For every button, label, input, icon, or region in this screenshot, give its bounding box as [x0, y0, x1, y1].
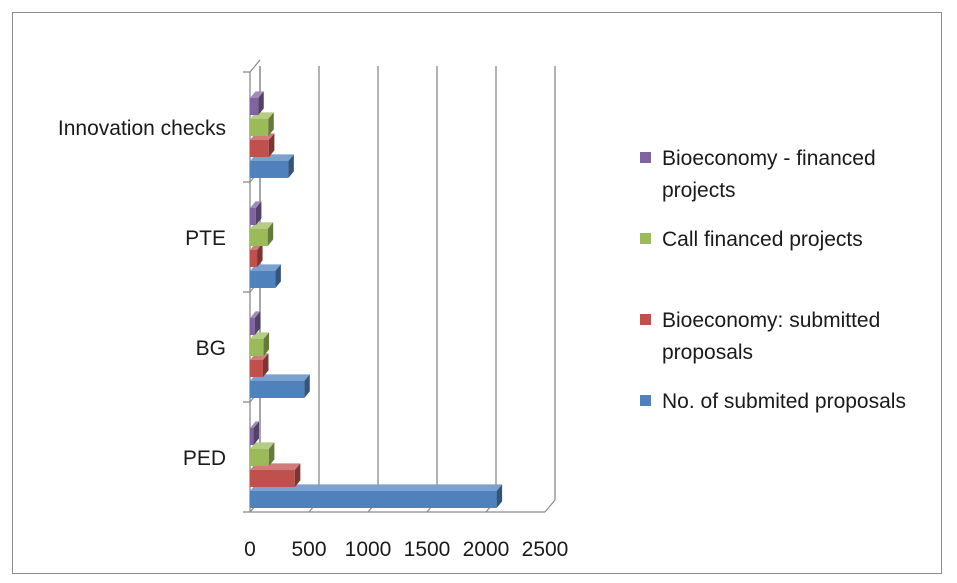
bar-bioeconomy-submitted-proposals [250, 140, 269, 157]
x-tick-label: 2000 [463, 538, 510, 561]
bar-end-no-of-submited-proposals [288, 154, 294, 178]
bar-end-bioeconomy-financed-projects [253, 421, 260, 445]
legend-entry: Bioeconomy - financed [662, 147, 876, 170]
bar-top-bioeconomy-financed-projects [250, 421, 260, 428]
bar-bioeconomy-submitted-proposals [250, 360, 263, 377]
bar-top-call-financed-projects [250, 442, 275, 449]
bar-top-no-of-submited-proposals [250, 374, 310, 381]
bar-top-no-of-submited-proposals [250, 484, 503, 491]
bar-call-financed-projects [250, 449, 269, 466]
bar-end-bioeconomy-financed-projects [255, 201, 262, 225]
bar-call-financed-projects [250, 119, 269, 136]
bar-end-call-financed-projects [268, 112, 274, 136]
category-label: PTE [185, 227, 226, 250]
category-label: BG [196, 337, 226, 360]
bar-call-financed-projects [250, 229, 268, 246]
wall-line [249, 59, 261, 73]
category-label: PED [183, 447, 226, 470]
bar-end-call-financed-projects [267, 222, 274, 246]
bar-bioeconomy-financed-projects [250, 428, 254, 445]
legend-entry: No. of submited proposals [662, 390, 906, 413]
legend-swatch [640, 314, 651, 325]
bar-bioeconomy-financed-projects [250, 318, 255, 335]
bar-bioeconomy-submitted-proposals [250, 470, 295, 487]
legend-swatch [640, 395, 651, 406]
bar-top-bioeconomy-financed-projects [250, 91, 264, 98]
bar-top-bioeconomy-financed-projects [250, 201, 262, 208]
bar-bioeconomy-financed-projects [250, 208, 256, 225]
bar-end-no-of-submited-proposals [275, 264, 281, 288]
legend-entry: projects [662, 179, 736, 202]
bar-end-bioeconomy-submitted-proposals [257, 243, 263, 267]
bar-no-of-submited-proposals [250, 271, 276, 288]
legend-swatch [640, 152, 651, 163]
bar-end-bioeconomy-submitted-proposals [268, 133, 275, 157]
bar-bioeconomy-financed-projects [250, 98, 259, 115]
floor-line [544, 499, 556, 513]
bar-end-call-financed-projects [263, 332, 270, 356]
x-tick-label: 500 [291, 538, 326, 561]
bar-end-no-of-submited-proposals [496, 484, 503, 508]
x-tick-label: 1000 [345, 538, 392, 561]
bar-end-bioeconomy-submitted-proposals [262, 353, 269, 377]
category-label: Innovation checks [58, 117, 226, 140]
bar-bioeconomy-submitted-proposals [250, 250, 258, 267]
bar-end-bioeconomy-financed-projects [258, 91, 264, 115]
bar-end-call-financed-projects [268, 442, 275, 466]
bar-top-bioeconomy-financed-projects [250, 311, 261, 318]
bar-end-bioeconomy-submitted-proposals [294, 463, 301, 487]
bar-no-of-submited-proposals [250, 161, 289, 178]
bar-call-financed-projects [250, 339, 264, 356]
legend-swatch [640, 233, 651, 244]
x-tick-label: 2500 [522, 538, 569, 561]
bar-end-bioeconomy-financed-projects [254, 311, 261, 335]
legend-entry: Bioeconomy: submitted [662, 309, 880, 332]
x-tick-label: 0 [244, 538, 256, 561]
legend-entry: Call financed projects [662, 228, 863, 251]
legend-entry: proposals [662, 341, 753, 364]
bar-no-of-submited-proposals [250, 491, 497, 508]
chart-frame [12, 12, 942, 574]
x-tick-label: 1500 [404, 538, 451, 561]
bar-end-no-of-submited-proposals [304, 374, 310, 398]
bar-no-of-submited-proposals [250, 381, 305, 398]
